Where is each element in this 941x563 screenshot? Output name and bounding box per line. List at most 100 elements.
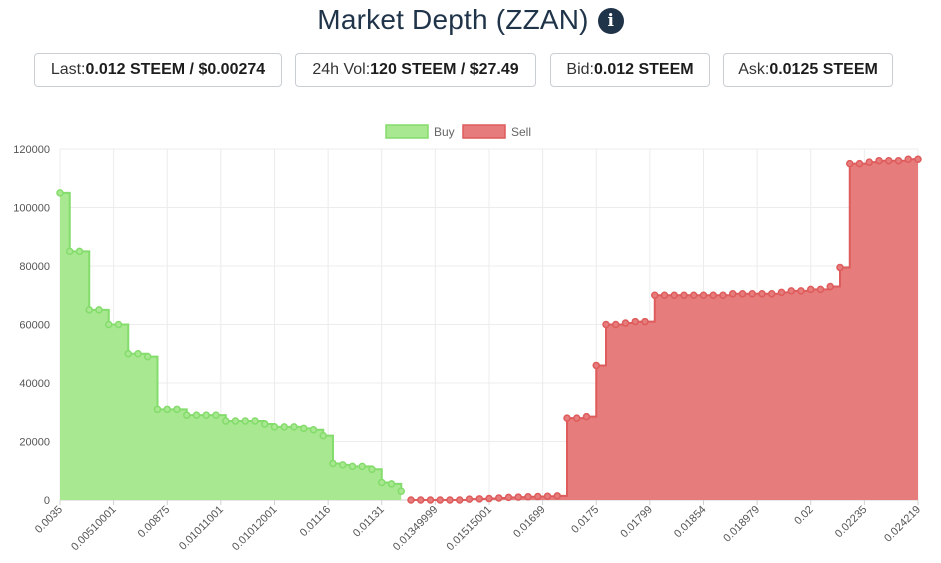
sell-point[interactable]	[612, 320, 620, 329]
buy-point[interactable]	[105, 320, 113, 329]
sell-point[interactable]	[514, 493, 522, 501]
chart-points	[56, 155, 922, 504]
buy-point[interactable]	[251, 417, 259, 425]
sell-point[interactable]	[485, 494, 493, 503]
sell-point[interactable]	[436, 496, 444, 504]
stat-last-label: Last:	[50, 61, 86, 78]
sell-point[interactable]	[709, 291, 717, 299]
sell-point[interactable]	[660, 291, 669, 299]
sell-point[interactable]	[894, 156, 903, 165]
stat-volume-value: 120 STEEM / $27.49	[370, 61, 519, 78]
buy-point[interactable]	[319, 431, 327, 440]
sell-point[interactable]	[777, 288, 786, 297]
title-row: Market Depth (ZZAN) i	[0, 0, 941, 40]
sell-point[interactable]	[748, 290, 756, 298]
sell-point[interactable]	[855, 159, 864, 168]
sell-point[interactable]	[680, 291, 688, 299]
buy-point[interactable]	[153, 405, 162, 414]
sell-point[interactable]	[456, 496, 464, 504]
sell-point[interactable]	[836, 263, 844, 272]
sell-point[interactable]	[602, 320, 610, 329]
buy-point[interactable]	[66, 247, 74, 256]
sell-point[interactable]	[621, 319, 630, 327]
buy-point[interactable]	[300, 424, 308, 433]
sell-point[interactable]	[699, 291, 708, 299]
buy-point[interactable]	[56, 189, 64, 197]
buy-point[interactable]	[124, 350, 132, 358]
sell-point[interactable]	[816, 285, 825, 294]
x-tick-label: 0.00875	[136, 504, 173, 541]
sell-point[interactable]	[504, 493, 513, 502]
sell-point[interactable]	[446, 496, 454, 504]
buy-point[interactable]	[192, 411, 201, 419]
sell-point[interactable]	[465, 495, 474, 503]
sell-point[interactable]	[553, 492, 561, 500]
sell-point[interactable]	[914, 155, 922, 163]
buy-point[interactable]	[329, 459, 337, 468]
sell-point[interactable]	[846, 159, 854, 168]
buy-point[interactable]	[309, 426, 318, 434]
buy-point[interactable]	[222, 417, 230, 425]
sell-point[interactable]	[524, 493, 532, 501]
buy-point[interactable]	[134, 350, 142, 358]
sell-point[interactable]	[904, 155, 912, 163]
sell-point[interactable]	[738, 290, 747, 298]
sell-point[interactable]	[563, 414, 571, 422]
sell-point[interactable]	[407, 496, 415, 504]
buy-point[interactable]	[339, 461, 347, 469]
sell-point[interactable]	[573, 414, 581, 422]
sell-point[interactable]	[641, 317, 649, 326]
sell-point[interactable]	[495, 494, 503, 502]
sell-point[interactable]	[719, 291, 727, 299]
buy-point[interactable]	[368, 465, 376, 474]
buy-point[interactable]	[183, 411, 191, 419]
buy-point[interactable]	[378, 478, 386, 487]
buy-point[interactable]	[173, 405, 181, 414]
sell-point[interactable]	[875, 156, 883, 165]
buy-point[interactable]	[231, 417, 240, 425]
sell-point[interactable]	[758, 290, 766, 298]
sell-point[interactable]	[885, 156, 893, 165]
sell-point[interactable]	[417, 496, 425, 504]
sell-point[interactable]	[651, 291, 659, 299]
sell-point[interactable]	[582, 412, 591, 421]
sell-point[interactable]	[631, 317, 639, 326]
sell-point[interactable]	[426, 496, 435, 504]
buy-point[interactable]	[397, 487, 405, 495]
buy-point[interactable]	[387, 480, 396, 488]
buy-point[interactable]	[144, 352, 152, 361]
sell-point[interactable]	[475, 495, 483, 503]
info-icon[interactable]: i	[597, 8, 624, 34]
sell-point[interactable]	[690, 291, 698, 299]
x-tick-label: 0.0035	[33, 504, 65, 536]
buy-point[interactable]	[261, 420, 269, 428]
buy-area	[60, 192, 402, 500]
sell-point[interactable]	[807, 285, 815, 294]
sell-point[interactable]	[670, 291, 678, 299]
x-tick-label: 0.0175	[569, 504, 601, 536]
buy-point[interactable]	[202, 411, 210, 419]
buy-point[interactable]	[348, 462, 357, 471]
buy-point[interactable]	[280, 423, 288, 431]
buy-point[interactable]	[114, 320, 123, 329]
sell-point[interactable]	[826, 282, 834, 291]
buy-point[interactable]	[358, 462, 366, 471]
buy-point[interactable]	[85, 306, 93, 314]
buy-point[interactable]	[75, 247, 84, 256]
buy-point[interactable]	[212, 411, 220, 419]
sell-point[interactable]	[797, 287, 805, 295]
sell-point[interactable]	[729, 290, 737, 298]
sell-point[interactable]	[534, 492, 542, 501]
sell-point[interactable]	[543, 492, 552, 500]
buy-point[interactable]	[163, 405, 171, 414]
buy-point[interactable]	[270, 423, 279, 431]
sell-point[interactable]	[592, 361, 600, 370]
legend-sell[interactable]: Sell	[462, 124, 531, 139]
buy-point[interactable]	[241, 417, 249, 425]
sell-point[interactable]	[865, 158, 873, 166]
sell-point[interactable]	[768, 290, 776, 298]
sell-point[interactable]	[787, 287, 795, 295]
buy-point[interactable]	[290, 423, 298, 431]
buy-point[interactable]	[95, 306, 103, 314]
legend-buy[interactable]: Buy	[385, 124, 455, 139]
